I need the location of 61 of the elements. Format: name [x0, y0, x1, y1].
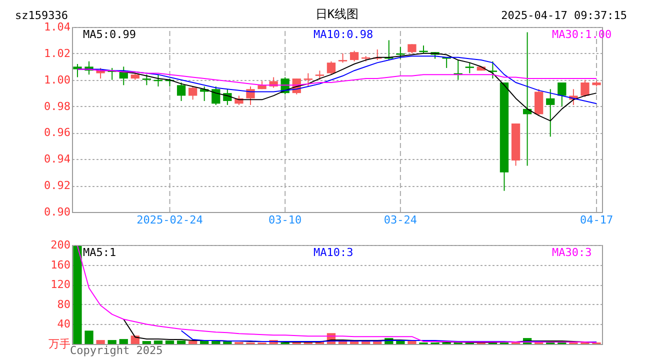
- candlestick: [338, 52, 348, 64]
- text: MA10:3: [314, 246, 354, 259]
- y-tick-label: 0.98: [44, 100, 70, 113]
- y-tick-label: 1.02: [44, 46, 70, 60]
- line-series: [76, 245, 598, 344]
- text: 2025-04-17 09:37:15: [501, 9, 627, 22]
- bar: [188, 341, 198, 344]
- candlestick: [534, 88, 544, 116]
- candlestick: [176, 82, 186, 102]
- bar: [200, 341, 209, 344]
- candlestick: [142, 74, 152, 86]
- bar: [130, 336, 140, 344]
- candlestick: [558, 82, 566, 107]
- y-tick-label: 160: [50, 258, 70, 272]
- y-tick-label: 0.94: [44, 152, 71, 166]
- candlestick: [246, 86, 255, 106]
- y-tick-label: 200: [50, 238, 70, 252]
- bar: [165, 340, 174, 344]
- y-tick-label: 80: [57, 298, 70, 311]
- candlestick: [315, 70, 324, 80]
- y-tick-label: 120: [50, 278, 70, 292]
- candlestick: [73, 64, 82, 78]
- candlestick: [488, 60, 498, 80]
- candlestick: [465, 62, 474, 74]
- candlestick: [304, 72, 312, 87]
- y-tick-label: 万手: [48, 338, 70, 350]
- x-tick-label: 2025-02-24: [136, 214, 204, 226]
- bar: [154, 340, 163, 344]
- x-tick-label: 03-10: [268, 214, 302, 226]
- y-tick-label: 0.96: [44, 126, 70, 140]
- y-tick-label: 0.92: [44, 179, 70, 192]
- x-tick-label: 03-24: [384, 214, 418, 226]
- x-tick-label: 04-17: [580, 214, 614, 226]
- candlestick: [188, 86, 198, 100]
- bar: [96, 340, 105, 344]
- text: MA10:0.98: [314, 28, 374, 41]
- annotation: Copyright 2025: [70, 344, 163, 357]
- candlestick: [326, 60, 336, 76]
- bar: [84, 330, 94, 344]
- candlestick: [408, 44, 416, 54]
- text: MA5:1: [83, 246, 116, 259]
- candlestick: [580, 79, 590, 98]
- bar: [142, 341, 152, 344]
- text: MA5:0.99: [83, 28, 136, 41]
- candlestick: [212, 86, 220, 106]
- bar: [176, 340, 186, 344]
- y-tick-label: 0.90: [44, 206, 70, 218]
- bar: [119, 339, 128, 344]
- bar: [408, 341, 416, 344]
- chart-title: 日K线图: [315, 7, 359, 21]
- candlestick: [546, 88, 555, 138]
- y-tick-label: 40: [57, 318, 70, 331]
- bar: [212, 341, 220, 344]
- candlestick: [350, 50, 359, 62]
- text: MA30:3: [552, 246, 592, 259]
- y-tick-label: 1.04: [44, 20, 71, 34]
- candlestick: [396, 46, 405, 60]
- y-tick-label: 1.00: [44, 73, 70, 86]
- text: MA30:1.00: [552, 28, 612, 41]
- text: sz159336: [15, 9, 68, 22]
- bar: [108, 340, 116, 344]
